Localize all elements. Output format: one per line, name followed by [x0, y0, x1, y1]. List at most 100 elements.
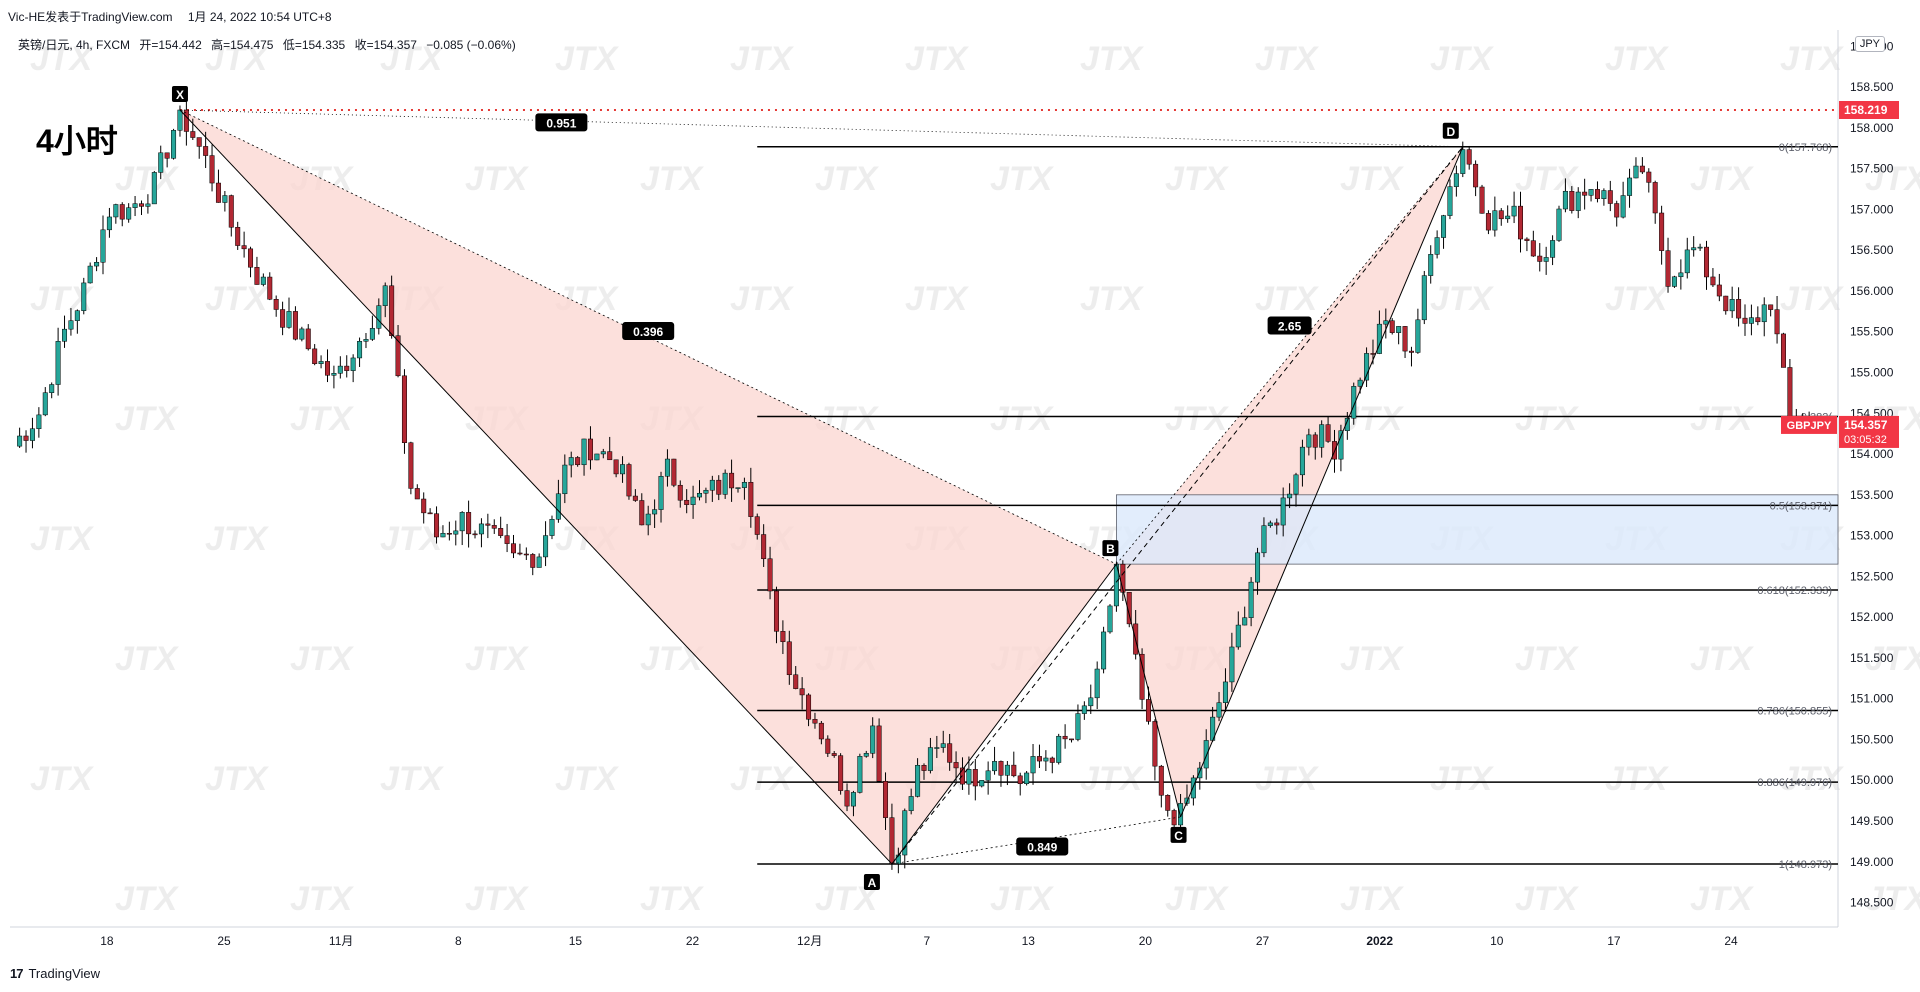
candle-body [55, 341, 61, 385]
ratio-label-box [535, 113, 588, 132]
candle-body [831, 753, 837, 756]
candle-body [1069, 738, 1075, 741]
y-tick-label: 149.500 [1850, 814, 1894, 828]
watermark-text: JTX [1690, 400, 1755, 438]
candle-body [658, 475, 664, 510]
bar-countdown: 03:05:32 [1844, 434, 1887, 446]
candle-body [1704, 246, 1710, 278]
candle-body [1261, 525, 1267, 554]
y-tick-label: 154.000 [1850, 447, 1894, 461]
candle-body [543, 535, 549, 558]
candle-body [671, 458, 677, 486]
candle-body [389, 285, 395, 336]
candle-body [459, 512, 465, 532]
watermark-text: JTX [205, 520, 270, 558]
candle-body [49, 384, 55, 393]
ticker-tag: GBPJPY [1787, 420, 1832, 432]
candle-body [498, 528, 504, 536]
candle-body [1101, 631, 1107, 670]
watermark-text: JTX [1780, 760, 1845, 798]
candle-body [23, 435, 29, 441]
candle-body [1062, 735, 1068, 740]
candle-body [1145, 699, 1151, 722]
target-zone [1116, 494, 1839, 565]
pattern-diag-bd [1116, 146, 1464, 565]
x-tick-label: 22 [686, 934, 700, 948]
watermark-text: JTX [815, 160, 880, 198]
candle-body [1524, 238, 1530, 241]
candle-body [1049, 757, 1055, 763]
candle-body [446, 532, 452, 535]
candle-body [113, 204, 119, 218]
candle-body [1537, 255, 1543, 262]
candle-body [376, 305, 382, 329]
watermark-text: JTX [290, 880, 355, 918]
candle-body [363, 339, 369, 342]
point-label-b: B [1106, 542, 1115, 556]
y-tick-label: 158.000 [1850, 121, 1894, 135]
candle-body [568, 457, 574, 466]
candle-body [581, 438, 587, 466]
candle-body [1473, 163, 1479, 188]
candle-body [992, 761, 998, 772]
x-tick-label: 15 [569, 934, 583, 948]
watermark-text: JTX [465, 640, 530, 678]
candle-body [1344, 417, 1350, 431]
candle-body [703, 489, 709, 494]
candle-body [1434, 237, 1440, 255]
candle-body [1396, 326, 1402, 333]
candle-body [132, 203, 138, 208]
watermark-text: JTX [905, 280, 970, 318]
x-tick-label: 8 [455, 934, 462, 948]
candle-body [357, 341, 363, 359]
resistance-price-tag: 158.219 [1844, 103, 1888, 117]
watermark-text: JTX [990, 880, 1055, 918]
candle-body [408, 442, 414, 489]
ratio-label-box [1016, 837, 1069, 856]
y-tick-label: 150.000 [1850, 773, 1894, 787]
candle-body [158, 152, 164, 173]
candle-body [1011, 764, 1017, 777]
fib-level-label: 0.886(149.976) [1757, 777, 1832, 789]
candle-body [1235, 624, 1241, 648]
candle-body [645, 513, 651, 526]
candle-body [1325, 424, 1331, 442]
candle-body [1126, 592, 1132, 625]
candle-body [1165, 795, 1171, 811]
y-tick-label: 155.500 [1850, 325, 1894, 339]
tradingview-logo-icon: 17 [10, 966, 24, 981]
candle-body [716, 479, 722, 495]
watermark-text: JTX [555, 40, 620, 78]
watermark-text: JTX [115, 160, 180, 198]
change-value: −0.085 (−0.06%) [426, 38, 516, 52]
watermark-text: JTX [115, 400, 180, 438]
candle-body [1306, 434, 1312, 448]
candle-body [786, 641, 792, 676]
candle-body [138, 203, 144, 207]
watermark-text: JTX [1605, 760, 1670, 798]
candle-body [915, 764, 921, 797]
candle-body [190, 131, 196, 138]
candle-body [1274, 522, 1280, 526]
candle-body [1691, 247, 1697, 251]
y-tick-label: 156.500 [1850, 243, 1894, 257]
candle-body [318, 361, 324, 364]
candle-body [1569, 190, 1575, 211]
candle-body [1351, 386, 1357, 419]
candle-body [42, 392, 48, 416]
candle-body [773, 590, 779, 632]
footer-branding[interactable]: 17 TradingView [10, 966, 100, 981]
candle-body [1582, 191, 1588, 196]
candle-body [902, 810, 908, 856]
candle-body [1203, 740, 1209, 769]
ratio-label-box [622, 322, 675, 341]
currency-button[interactable]: JPY [1854, 36, 1885, 52]
watermark-text: JTX [1690, 880, 1755, 918]
watermark-text: JTX [1080, 40, 1145, 78]
candle-body [1518, 205, 1524, 240]
candle-body [1659, 212, 1665, 251]
candle-body [1299, 446, 1305, 476]
candle-body [697, 492, 703, 498]
low-value: 低=154.335 [282, 38, 346, 52]
